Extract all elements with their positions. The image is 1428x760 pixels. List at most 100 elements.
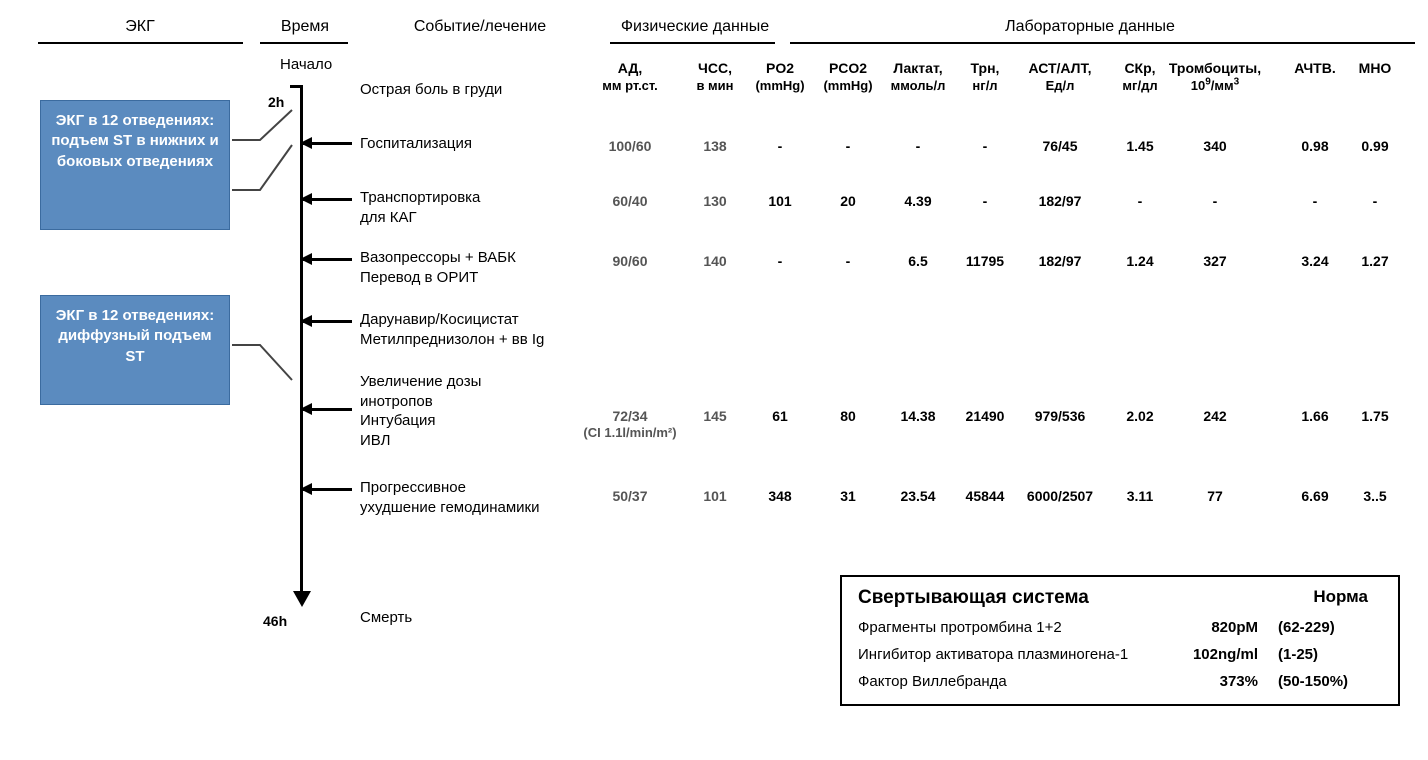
cell-r4-trn: 45844 xyxy=(953,488,1018,504)
cell-r4-plt: 77 xyxy=(1168,488,1263,504)
cell-r0-lac: - xyxy=(886,138,951,154)
coag-title: Свертывающая система xyxy=(858,587,1089,609)
colhdr-scr: СКр,мг/дл xyxy=(1113,60,1168,94)
cell-r1-lac: 4.39 xyxy=(886,193,951,209)
header-event: Событие/лечение xyxy=(390,18,570,36)
colhdr-plt: Тромбоциты,109/мм3 xyxy=(1168,60,1263,94)
connector-svg xyxy=(20,10,320,610)
arrow-e5 xyxy=(302,408,352,411)
cell-r0-inr: 0.99 xyxy=(1353,138,1398,154)
cell-r3-inr: 1.75 xyxy=(1353,408,1398,424)
event-2: Транспортировка для КАГ xyxy=(360,188,600,227)
arrow-e1 xyxy=(302,142,352,145)
cell-r2-bp: 90/60 xyxy=(575,253,685,269)
event-0: Острая боль в груди xyxy=(360,80,600,100)
cell-r1-aptt: - xyxy=(1290,193,1340,209)
cell-r3-hr: 145 xyxy=(685,408,745,424)
colhdr-lac: Лактат,ммоль/л xyxy=(886,60,951,94)
coag-rows: Фрагменты протромбина 1+2820pM(62-229) Ин… xyxy=(858,619,1382,690)
cell-r3-plt: 242 xyxy=(1168,408,1263,424)
cell-r4-ast: 6000/2507 xyxy=(1015,488,1105,504)
cell-r0-ast: 76/45 xyxy=(1015,138,1105,154)
header-lab: Лабораторные данные xyxy=(980,18,1200,36)
cell-r0-aptt: 0.98 xyxy=(1290,138,1340,154)
event-3: Вазопрессоры + ВАБК Перевод в ОРИТ xyxy=(360,248,600,287)
cell-r0-pco2: - xyxy=(817,138,879,154)
cell-r2-plt: 327 xyxy=(1168,253,1263,269)
time-46h: 46h xyxy=(263,613,287,629)
coag-name-0: Фрагменты протромбина 1+2 xyxy=(858,619,1158,636)
coag-row-1: Ингибитор активатора плазминогена-1102ng… xyxy=(858,646,1382,663)
cell-r4-bp: 50/37 xyxy=(575,488,685,504)
event-5: Увеличение дозы инотропов Интубация ИВЛ xyxy=(360,372,600,450)
event-4: Дарунавир/Косицистат Метилпреднизолон + … xyxy=(360,310,600,349)
arrow-e6 xyxy=(302,488,352,491)
cell-r4-scr: 3.11 xyxy=(1113,488,1168,504)
coagulation-box: Свертывающая система Норма Фрагменты про… xyxy=(840,575,1400,706)
cell-r1-pco2: 20 xyxy=(817,193,879,209)
arrow-e2 xyxy=(302,198,352,201)
cell-r3-scr: 2.02 xyxy=(1113,408,1168,424)
cell-r3-lac: 14.38 xyxy=(886,408,951,424)
event-6: Прогрессивное ухудшение гемодинамики xyxy=(360,478,600,517)
colhdr-pco2: PCO2(mmHg) xyxy=(817,60,879,94)
colhdr-inr: МНО xyxy=(1353,60,1398,77)
colhdr-ast: АСТ/АЛТ,Ед/л xyxy=(1015,60,1105,94)
coag-ref-1: (1-25) xyxy=(1258,646,1378,663)
cell-r1-plt: - xyxy=(1168,193,1263,209)
cell-r2-aptt: 3.24 xyxy=(1290,253,1340,269)
cell-r3-trn: 21490 xyxy=(953,408,1018,424)
header-phys-line xyxy=(610,42,775,44)
arrow-e3 xyxy=(302,258,352,261)
cell-r4-pco2: 31 xyxy=(817,488,879,504)
coag-name-2: Фактор Виллебранда xyxy=(858,673,1158,690)
cell-r2-lac: 6.5 xyxy=(886,253,951,269)
colhdr-aptt: АЧТВ. xyxy=(1290,60,1340,77)
coag-val-2: 373% xyxy=(1158,673,1258,690)
colhdr-bp: АД,мм рт.ст. xyxy=(575,60,685,94)
cell-r0-scr: 1.45 xyxy=(1113,138,1168,154)
cell-r4-aptt: 6.69 xyxy=(1290,488,1340,504)
arrow-e4 xyxy=(302,320,352,323)
cell-r0-trn: - xyxy=(953,138,1018,154)
cell-r1-hr: 130 xyxy=(685,193,745,209)
cell-r4-lac: 23.54 xyxy=(886,488,951,504)
cell-r1-trn: - xyxy=(953,193,1018,209)
cell-r1-bp: 60/40 xyxy=(575,193,685,209)
coag-norm: Норма xyxy=(1313,587,1368,607)
cell-r3-pco2: 80 xyxy=(817,408,879,424)
cell-r2-scr: 1.24 xyxy=(1113,253,1168,269)
cell-r0-po2: - xyxy=(750,138,810,154)
cell-r4-po2: 348 xyxy=(750,488,810,504)
cell-r2-po2: - xyxy=(750,253,810,269)
coag-row-2: Фактор Виллебранда373%(50-150%) xyxy=(858,673,1382,690)
cell-r0-plt: 340 xyxy=(1168,138,1263,154)
cell-r1-ast: 182/97 xyxy=(1015,193,1105,209)
cell-r3-bp: 72/34(CI 1.1l/min/m²) xyxy=(570,408,690,440)
cell-r3-aptt: 1.66 xyxy=(1290,408,1340,424)
cell-r1-po2: 101 xyxy=(750,193,810,209)
coag-name-1: Ингибитор активатора плазминогена-1 xyxy=(858,646,1158,663)
cell-r3-po2: 61 xyxy=(750,408,810,424)
cell-r1-inr: - xyxy=(1353,193,1398,209)
cell-r2-ast: 182/97 xyxy=(1015,253,1105,269)
cell-r2-hr: 140 xyxy=(685,253,745,269)
header-lab-line xyxy=(790,42,1415,44)
cell-r2-pco2: - xyxy=(817,253,879,269)
colhdr-hr: ЧСС,в мин xyxy=(685,60,745,94)
event-1: Госпитализация xyxy=(360,134,600,154)
colhdr-po2: PO2(mmHg) xyxy=(750,60,810,94)
cell-r4-hr: 101 xyxy=(685,488,745,504)
coag-val-0: 820pM xyxy=(1158,619,1258,636)
diagram-container: ЭКГ Время Событие/лечение Физические дан… xyxy=(20,10,1420,750)
header-phys: Физические данные xyxy=(610,18,780,36)
cell-r2-inr: 1.27 xyxy=(1353,253,1398,269)
coag-row-0: Фрагменты протромбина 1+2820pM(62-229) xyxy=(858,619,1382,636)
event-death: Смерть xyxy=(360,608,600,628)
coag-ref-2: (50-150%) xyxy=(1258,673,1378,690)
cell-r4-inr: 3..5 xyxy=(1353,488,1398,504)
cell-r3-ast: 979/536 xyxy=(1015,408,1105,424)
cell-r0-bp: 100/60 xyxy=(575,138,685,154)
coag-val-1: 102ng/ml xyxy=(1158,646,1258,663)
cell-r0-hr: 138 xyxy=(685,138,745,154)
